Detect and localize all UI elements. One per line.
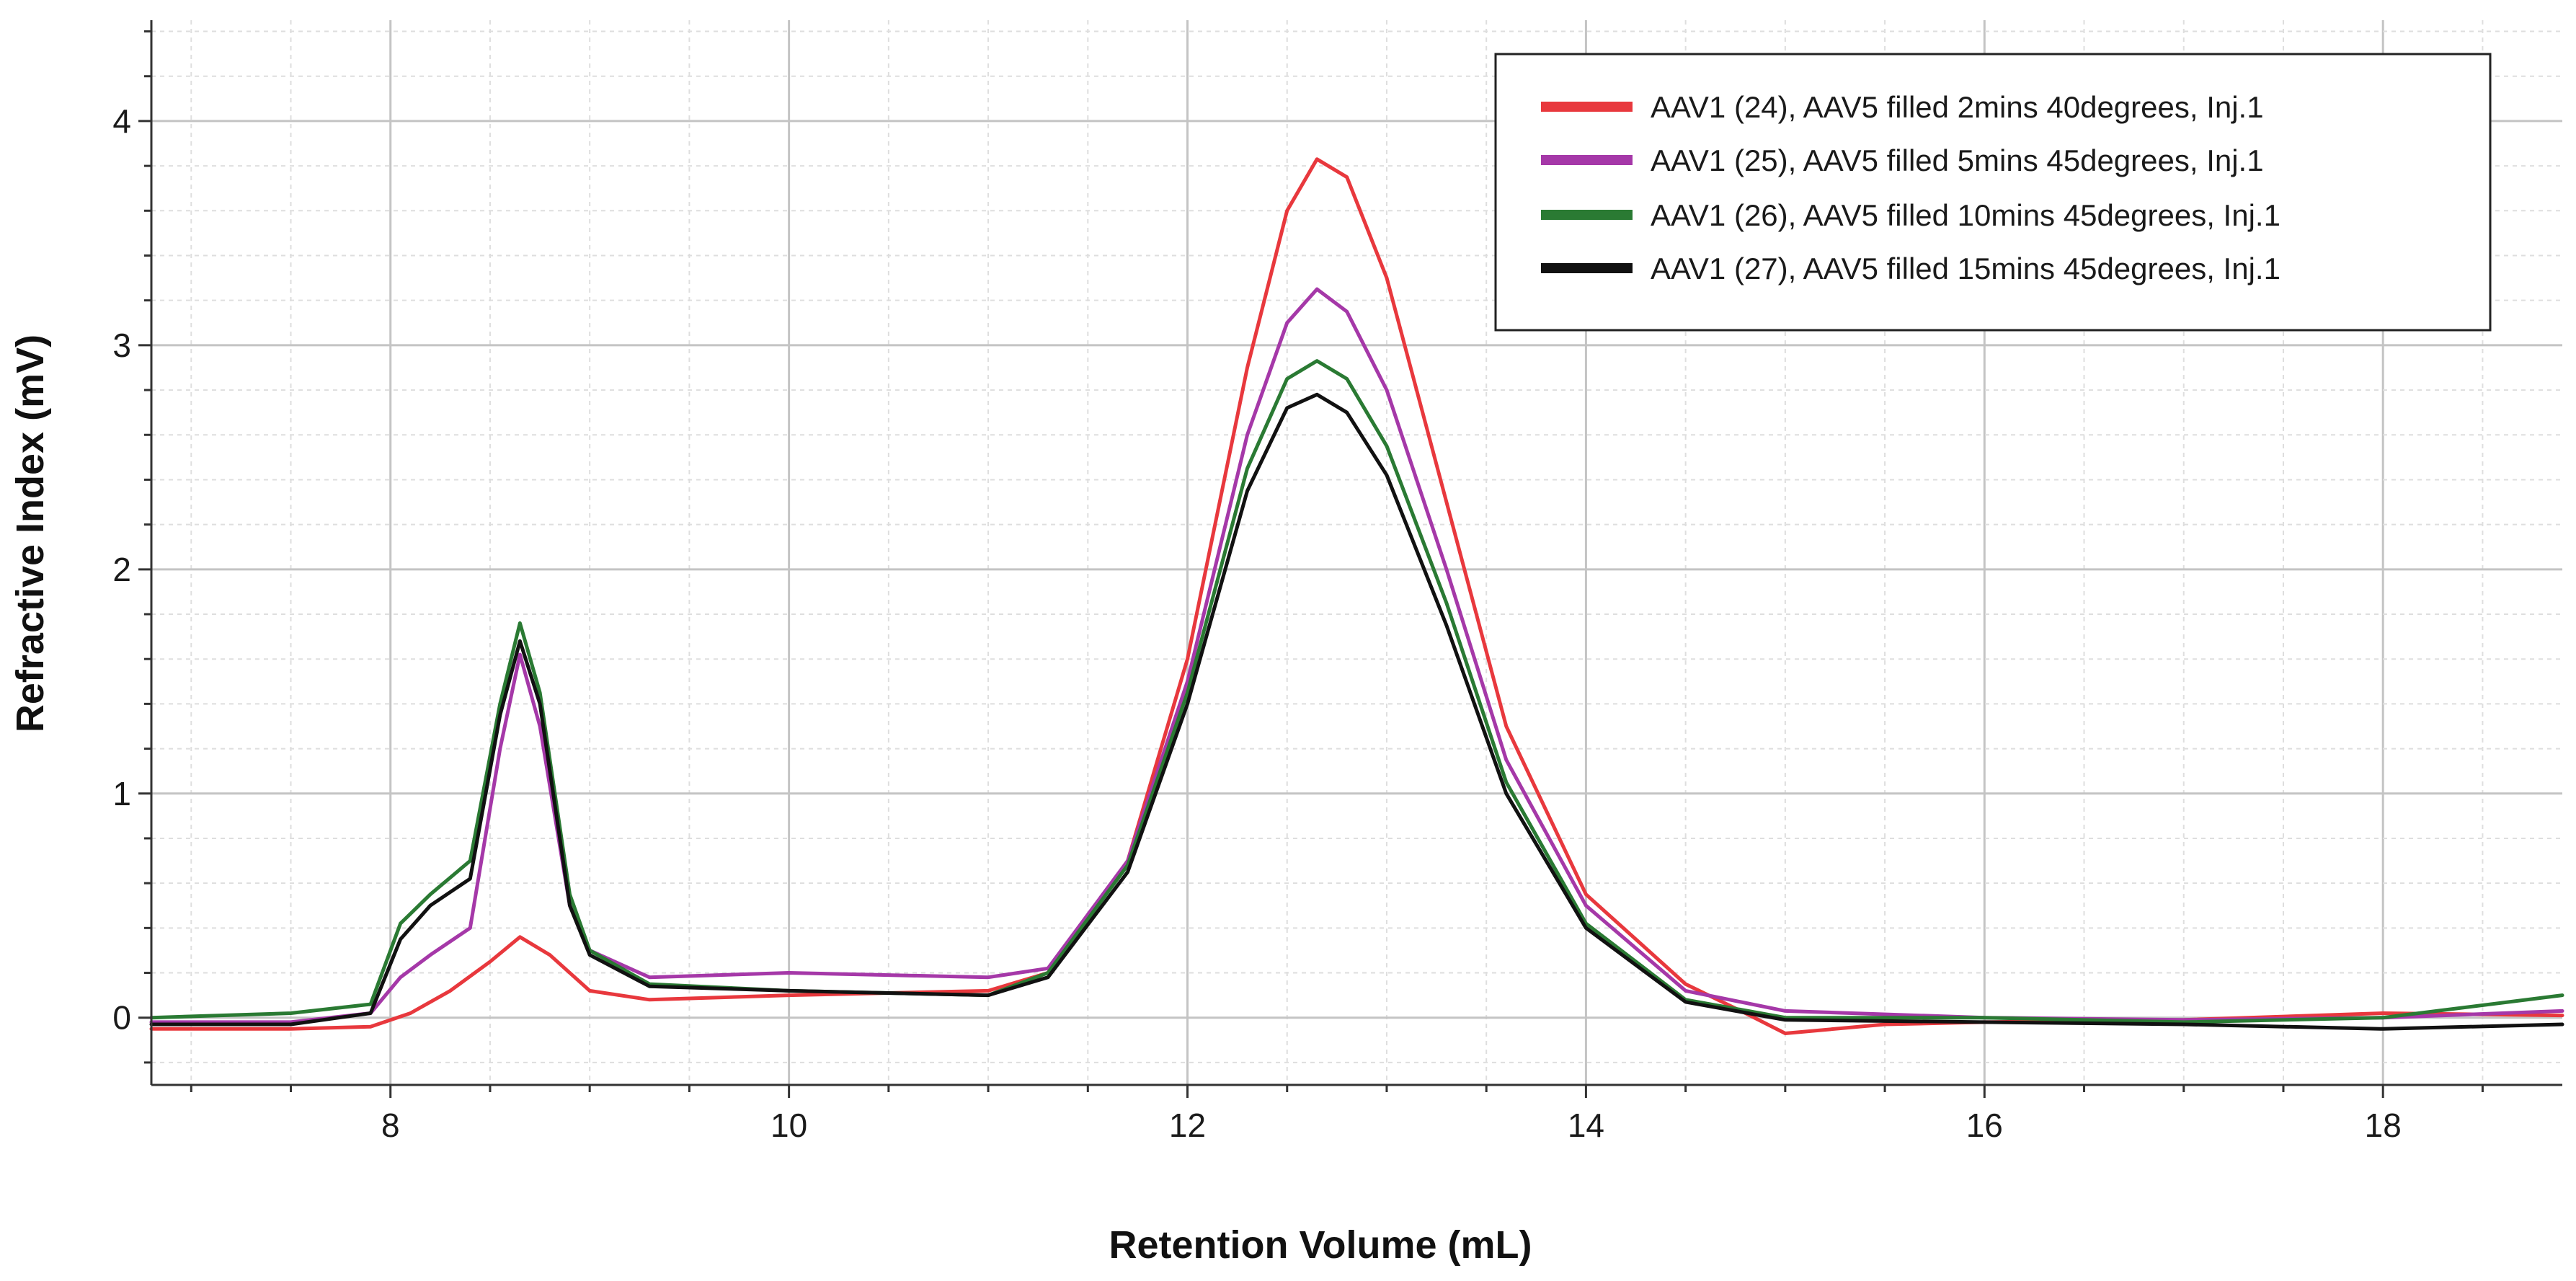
legend: AAV1 (24), AAV5 filled 2mins 40degrees, … [1494, 53, 2492, 332]
x-axis-title: Retention Volume (mL) [1109, 1223, 1532, 1267]
x-tick-label: 16 [1966, 1107, 2003, 1144]
legend-label-3: AAV1 (26), AAV5 filled 10mins 45degrees,… [1651, 198, 2280, 232]
y-tick-label: 2 [112, 551, 131, 588]
legend-label-4: AAV1 (27), AAV5 filled 15mins 45degrees,… [1651, 252, 2280, 285]
series-line-1 [149, 157, 2564, 1035]
y-tick-label: 1 [112, 775, 131, 812]
axes [138, 20, 2562, 1098]
y-tick-label: 0 [112, 999, 131, 1037]
x-tick-label: 18 [2365, 1107, 2402, 1144]
x-tick-label: 12 [1169, 1107, 1206, 1144]
series-layer [149, 157, 2564, 1035]
y-axis-title: Refractive Index (mV) [9, 334, 52, 732]
x-tick-label: 8 [381, 1107, 400, 1144]
y-tick-label: 4 [112, 102, 131, 140]
legend-label-2: AAV1 (25), AAV5 filled 5mins 45degrees, … [1651, 143, 2264, 177]
legend-label-1: AAV1 (24), AAV5 filled 2mins 40degrees, … [1651, 90, 2264, 124]
legend-box [1494, 53, 2492, 332]
x-tick-label: 10 [770, 1107, 807, 1144]
y-tick-label: 3 [112, 327, 131, 364]
series-line-4 [149, 392, 2564, 1031]
x-tick-label: 14 [1568, 1107, 1604, 1144]
